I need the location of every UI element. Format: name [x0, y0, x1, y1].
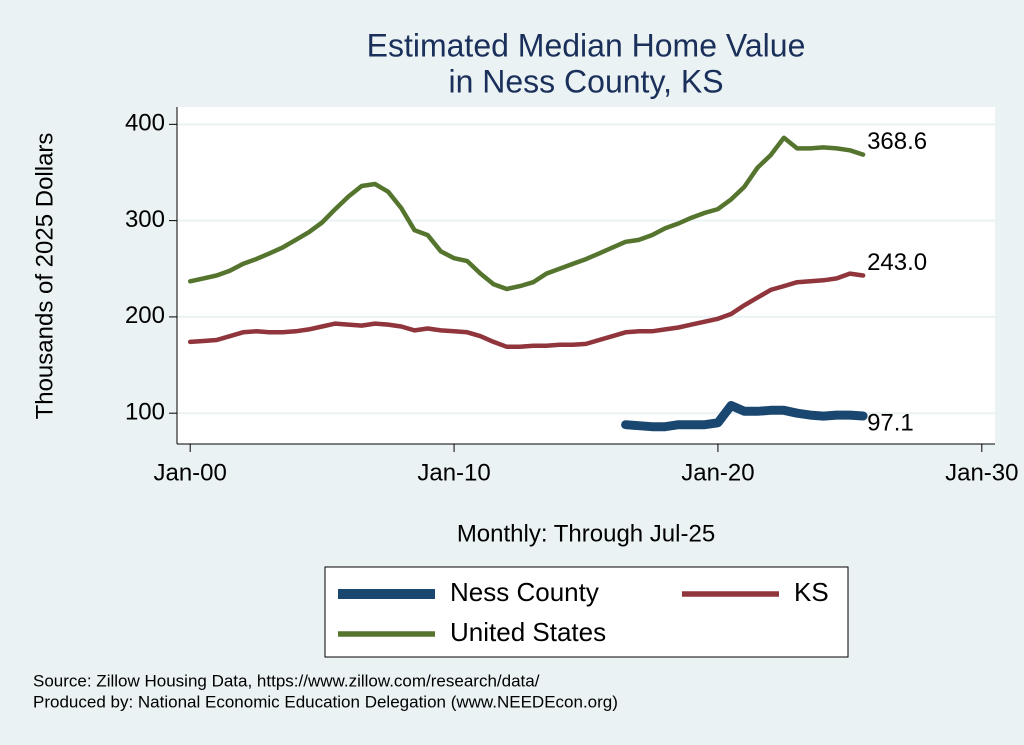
legend-box: [324, 566, 849, 658]
x-axis-label: Monthly: Through Jul-25: [457, 520, 715, 547]
y-tick-label: 400: [125, 110, 165, 137]
x-tick-label: Jan-30: [945, 459, 1018, 486]
series-line: [187, 271, 866, 350]
legend-label: KS: [794, 577, 829, 607]
y-tick-label: 200: [125, 302, 165, 329]
y-tick-label: 300: [125, 206, 165, 233]
chart-title: Estimated Median Home Value: [367, 27, 806, 63]
legend-label: United States: [450, 617, 606, 647]
y-tick-label: 100: [125, 399, 165, 426]
credit-note: Produced by: National Economic Education…: [33, 692, 618, 711]
source-note: Source: Zillow Housing Data, https://www…: [33, 671, 540, 690]
chart-title: in Ness County, KS: [448, 63, 723, 99]
x-tick-label: Jan-10: [417, 459, 490, 486]
y-axis-label: Thousands of 2025 Dollars: [31, 133, 58, 420]
x-tick-label: Jan-00: [153, 459, 226, 486]
series-line: [187, 135, 866, 292]
end-label: 97.1: [867, 409, 914, 436]
end-label: 368.6: [867, 128, 927, 155]
x-tick-label: Jan-20: [681, 459, 754, 486]
legend-label: Ness County: [450, 577, 599, 607]
series-line: [621, 401, 868, 432]
end-label: 243.0: [867, 249, 927, 276]
